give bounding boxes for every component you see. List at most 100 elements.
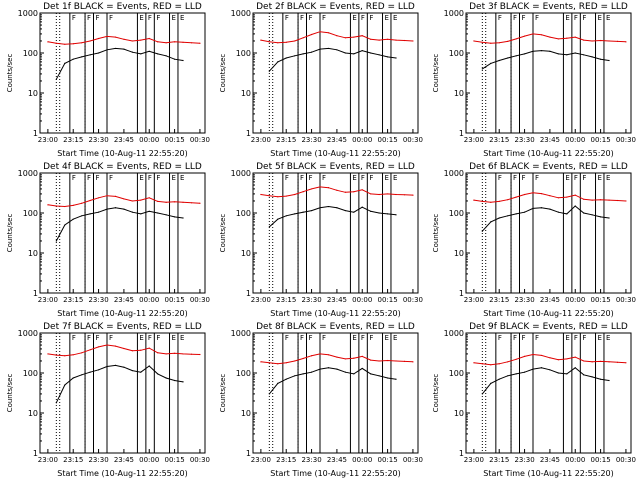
data-point	[114, 36, 117, 38]
marker-label: E	[565, 334, 569, 342]
marker-label: E	[172, 14, 176, 22]
y-tick-label: 10	[241, 89, 251, 98]
y-tick-label: 100	[236, 49, 251, 58]
marker-label: F	[582, 14, 586, 22]
data-point	[89, 40, 91, 42]
data-point	[507, 40, 509, 42]
y-tick-label: 10	[454, 89, 464, 98]
data-point	[507, 361, 509, 363]
y-tick-label: 1000	[231, 169, 251, 178]
data-point	[481, 200, 483, 202]
marker-label: F	[369, 174, 373, 182]
marker-label: E	[180, 14, 184, 22]
marker-label: E	[385, 334, 389, 342]
data-point	[370, 38, 372, 40]
data-point	[336, 189, 338, 191]
data-point	[336, 368, 338, 370]
data-point	[302, 37, 304, 39]
data-point	[378, 54, 380, 56]
data-point	[64, 224, 66, 226]
data-point	[498, 200, 500, 202]
data-point	[148, 50, 150, 52]
data-point	[72, 354, 74, 356]
data-point	[566, 54, 568, 56]
data-point	[344, 358, 346, 360]
data-point	[81, 374, 83, 376]
x-tick-label: 23:45	[327, 296, 347, 304]
marker-label: F	[72, 174, 76, 182]
y-tick-label: 100	[236, 369, 251, 378]
y-tick-label: 1	[33, 289, 38, 298]
data-point	[47, 41, 49, 43]
data-point	[157, 352, 159, 354]
x-tick-label: 23:15	[276, 136, 296, 144]
marker-label: F	[285, 334, 289, 342]
data-point	[549, 208, 551, 210]
x-tick-label: 00:30	[403, 456, 423, 464]
data-point	[165, 42, 167, 44]
x-tick-label: 00:00	[139, 296, 159, 304]
x-tick-label: 00:30	[616, 456, 636, 464]
data-point	[123, 366, 125, 368]
data-point	[599, 378, 602, 380]
data-point	[64, 384, 66, 386]
data-point	[361, 206, 363, 208]
marker-label: E	[180, 334, 184, 342]
data-point	[583, 212, 585, 214]
marker-label: F	[300, 174, 304, 182]
data-point	[277, 382, 279, 384]
data-point	[412, 361, 414, 363]
data-point	[182, 41, 184, 43]
plot-frame	[39, 332, 206, 454]
y-tick-label: 1	[246, 449, 251, 458]
data-point	[532, 207, 534, 210]
x-axis-label: Start Time (10-Aug-11 22:55:20)	[57, 469, 188, 478]
data-point	[140, 53, 142, 55]
data-point	[566, 196, 568, 198]
marker-label: F	[574, 334, 578, 342]
data-point	[361, 49, 363, 52]
x-tick-label: 23:00	[38, 136, 58, 144]
data-point	[591, 56, 593, 58]
data-point	[557, 53, 559, 55]
data-point	[81, 202, 83, 204]
plot-frame	[465, 12, 632, 134]
data-point	[140, 349, 142, 351]
data-point	[608, 379, 610, 382]
data-point	[403, 194, 406, 196]
y-tick-label: 1000	[444, 169, 464, 178]
x-tick-label: 00:30	[190, 456, 210, 464]
y-axis-label: Counts/sec	[6, 214, 14, 253]
marker-label: F	[498, 14, 502, 22]
data-point	[165, 377, 167, 379]
data-point	[523, 53, 526, 55]
x-axis-label: Start Time (10-Aug-11 22:55:20)	[270, 309, 401, 318]
data-point	[140, 371, 142, 373]
x-tick-label: 00:00	[565, 296, 585, 304]
data-point	[498, 378, 500, 380]
data-point	[473, 40, 475, 42]
x-tick-label: 23:15	[276, 296, 296, 304]
x-tick-label: 00:30	[190, 136, 210, 144]
data-point	[319, 48, 321, 50]
data-point	[370, 359, 372, 361]
y-tick-label: 1	[33, 129, 38, 138]
data-point	[327, 367, 330, 369]
marker-label: F	[109, 14, 113, 22]
data-point	[378, 193, 380, 196]
data-point	[591, 199, 593, 201]
y-tick-label: 1	[459, 129, 464, 138]
data-point	[386, 56, 389, 58]
marker-label: F	[535, 14, 539, 22]
x-axis-label: Start Time (10-Aug-11 22:55:20)	[270, 149, 401, 158]
data-point	[268, 226, 270, 228]
data-point	[549, 357, 551, 359]
y-tick-label: 1	[33, 449, 38, 458]
panel-title: Det 4f BLACK = Events, RED = LLD	[43, 162, 202, 172]
y-tick-label: 1000	[18, 9, 38, 18]
data-point	[268, 393, 270, 395]
data-point	[310, 51, 313, 53]
y-tick-label: 1	[459, 449, 464, 458]
data-point	[89, 371, 91, 373]
x-tick-label: 00:00	[352, 136, 372, 144]
